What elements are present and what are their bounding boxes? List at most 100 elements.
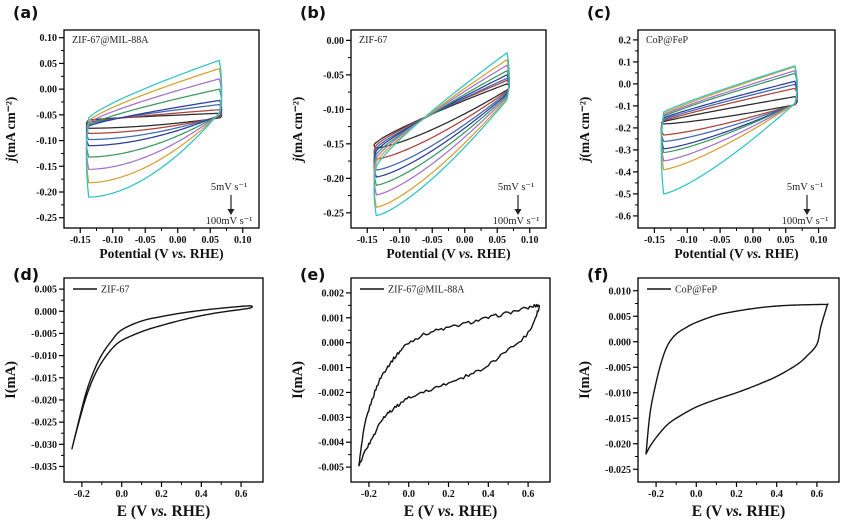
cv-curve bbox=[85, 109, 223, 134]
x-tick-label: -0.10 bbox=[389, 235, 410, 246]
y-axis-title: j(mA cm⁻²) bbox=[290, 97, 305, 164]
y-tick-label: -0.025 bbox=[605, 465, 631, 476]
cv-curve bbox=[373, 64, 510, 196]
scan-rate-end-label: 100mV s⁻¹ bbox=[493, 216, 540, 227]
panel-letter: (a) bbox=[13, 3, 39, 22]
panel-c: (c) -0.15 -0.10 -0.05 0.00 0.05 0.10 0.2 0.1 0.0… bbox=[574, 0, 863, 262]
cv-curve bbox=[85, 67, 223, 184]
x-tick-label: 0.2 bbox=[730, 489, 743, 500]
cv-curve bbox=[660, 65, 798, 195]
panel-letter: (c) bbox=[587, 3, 612, 22]
x-tick-label: -0.10 bbox=[102, 235, 123, 246]
y-tick-label: -0.035 bbox=[31, 462, 57, 473]
chart-c: -0.15 -0.10 -0.05 0.00 0.05 0.10 0.2 0.1 0.0 -0.1… bbox=[577, 29, 836, 261]
y-tick-label: 0.010 bbox=[609, 286, 632, 297]
y-tick-label: -0.20 bbox=[323, 174, 344, 185]
x-tick-label: 0.6 bbox=[811, 489, 824, 500]
cv-curve bbox=[373, 52, 510, 217]
x-axis-title: Potential (V vs. RHE) bbox=[674, 246, 798, 261]
cv-curve bbox=[373, 79, 510, 160]
y-tick-label: 0.10 bbox=[40, 33, 58, 44]
y-tick-label: -0.002 bbox=[318, 388, 344, 399]
y-axis-title: I(mA) bbox=[3, 361, 19, 399]
x-tick-label: 0.00 bbox=[456, 235, 474, 246]
panel-letter: (e) bbox=[300, 265, 326, 284]
y-tick-label: -0.030 bbox=[31, 440, 57, 451]
x-tick-label: 0.0 bbox=[402, 489, 415, 500]
x-tick-label: 0.0 bbox=[690, 489, 703, 500]
x-tick-label: -0.15 bbox=[644, 235, 665, 246]
x-tick-label: 0.4 bbox=[195, 489, 208, 500]
y-tick-label: -0.025 bbox=[31, 418, 57, 429]
legend-label: ZIF-67@MIL-88A bbox=[388, 285, 465, 296]
scan-rate-start-label: 5mV s⁻¹ bbox=[498, 182, 534, 193]
x-tick-label: 0.10 bbox=[234, 235, 252, 246]
y-tick-label: -0.015 bbox=[31, 373, 57, 384]
cv-curve bbox=[71, 305, 253, 450]
x-tick-label: -0.2 bbox=[361, 489, 377, 500]
y-tick-label: -0.6 bbox=[615, 211, 631, 222]
y-tick-label: -0.10 bbox=[36, 136, 57, 147]
y-axis-title: I(mA) bbox=[290, 361, 306, 399]
x-tick-label: 0.05 bbox=[202, 235, 220, 246]
x-axis-title: E (V vs. RHE) bbox=[117, 503, 211, 520]
y-tick-label: 0.000 bbox=[322, 338, 345, 349]
y-tick-label: 0.00 bbox=[40, 85, 58, 96]
plot-border bbox=[350, 277, 551, 483]
x-axis-title: E (V vs. RHE) bbox=[692, 503, 786, 520]
panel-letter: (b) bbox=[300, 3, 327, 22]
plot-border bbox=[637, 29, 836, 229]
chart-f: -0.2 0.0 0.2 0.4 0.6 0.010 0.005 0.000 -0.005 -0.… bbox=[577, 277, 840, 520]
plot-border bbox=[63, 277, 264, 483]
y-tick-label: -0.004 bbox=[318, 438, 344, 449]
scan-rate-start-label: 5mV s⁻¹ bbox=[787, 182, 823, 193]
x-axis-title: E (V vs. RHE) bbox=[404, 503, 498, 520]
y-tick-label: -0.005 bbox=[605, 363, 631, 374]
x-tick-label: 0.4 bbox=[770, 489, 783, 500]
y-tick-label: -0.05 bbox=[36, 110, 57, 121]
sample-label: CoP@FeP bbox=[646, 35, 688, 46]
y-tick-label: -0.020 bbox=[31, 395, 57, 406]
legend-label: CoP@FeP bbox=[675, 285, 717, 296]
y-tick-label: -0.1 bbox=[615, 101, 631, 112]
chart-e: -0.2 0.0 0.2 0.4 0.6 0.002 0.001 0.000 -0.001 -0.… bbox=[290, 277, 551, 520]
y-tick-label: -0.020 bbox=[605, 439, 631, 450]
y-tick-label: 0.0 bbox=[619, 79, 632, 90]
panel-b: (b) -0.15 -0.10 -0.05 0.00 0.05 0.10 0.00 -0.05… bbox=[287, 0, 574, 262]
x-tick-label: 0.0 bbox=[115, 489, 128, 500]
x-tick-label: -0.2 bbox=[648, 489, 664, 500]
y-tick-label: 0.00 bbox=[327, 36, 345, 47]
y-axis-title: I(mA) bbox=[577, 361, 593, 399]
chart-a: -0.15 -0.10 -0.05 0.00 0.05 0.10 0.10 0.05 0.00 -… bbox=[3, 29, 260, 261]
y-tick-label: 0.1 bbox=[619, 57, 632, 68]
chart-d: -0.2 0.0 0.2 0.4 0.6 0.005 0.000 -0.005 -0.010 -0… bbox=[3, 277, 264, 520]
panel-f: (f) -0.2 0.0 0.2 0.4 0.6 0.010 0.005 0.000 -0.00… bbox=[574, 262, 863, 524]
x-tick-label: -0.05 bbox=[135, 235, 156, 246]
x-tick-label: 0.10 bbox=[810, 235, 828, 246]
x-tick-label: 0.6 bbox=[235, 489, 248, 500]
x-tick-label: 0.4 bbox=[482, 489, 495, 500]
x-tick-label: -0.2 bbox=[74, 489, 90, 500]
plot-border bbox=[637, 277, 840, 483]
plot-border bbox=[63, 29, 260, 229]
legend-label: ZIF-67 bbox=[101, 285, 129, 296]
x-axis-title: Potential (V vs. RHE) bbox=[386, 246, 510, 261]
y-tick-label: -0.4 bbox=[615, 167, 631, 178]
scan-rate-end-label: 100mV s⁻¹ bbox=[782, 216, 829, 227]
panel-a: (a) -0.15 -0.10 -0.05 0.00 0.05 0.10 0.10 0.05 0… bbox=[0, 0, 287, 262]
x-tick-label: -0.10 bbox=[677, 235, 698, 246]
y-tick-label: -0.15 bbox=[323, 139, 344, 150]
y-tick-label: -0.25 bbox=[323, 208, 344, 219]
cv-curve bbox=[358, 303, 540, 467]
panel-e: (e) -0.2 0.0 0.2 0.4 0.6 0.002 0.001 0.000 -0.00… bbox=[287, 262, 574, 524]
y-tick-label: -0.010 bbox=[605, 388, 631, 399]
y-tick-label: 0.005 bbox=[35, 285, 58, 296]
cv-curve bbox=[645, 303, 829, 455]
cv-curve bbox=[85, 112, 223, 129]
y-tick-label: 0.000 bbox=[609, 337, 632, 348]
sample-label: ZIF-67 bbox=[359, 35, 387, 46]
x-tick-label: -0.05 bbox=[422, 235, 443, 246]
x-tick-label: 0.2 bbox=[442, 489, 455, 500]
y-axis-title: j(mA cm⁻²) bbox=[3, 97, 18, 164]
